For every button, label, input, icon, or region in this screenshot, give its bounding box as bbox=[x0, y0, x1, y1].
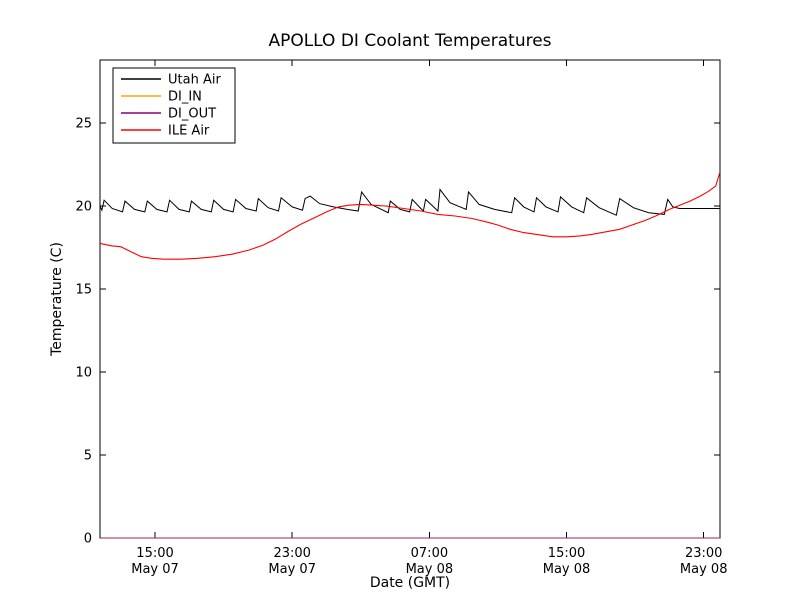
x-tick-label-date: May 08 bbox=[543, 562, 591, 577]
x-tick-label-time: 23:00 bbox=[273, 546, 310, 561]
x-tick-label-time: 15:00 bbox=[136, 546, 173, 561]
y-tick-label: 10 bbox=[75, 366, 92, 381]
legend-label-di-out: DI_OUT bbox=[168, 107, 216, 122]
series-line-ile-air bbox=[99, 172, 721, 260]
x-tick-label-time: 23:00 bbox=[685, 546, 722, 561]
y-axis-label: Temperature (C) bbox=[49, 242, 65, 357]
axis-ticks bbox=[100, 60, 720, 539]
legend-box: Utah Air DI_IN DI_OUT ILE Air bbox=[112, 67, 236, 144]
legend-item: ILE Air bbox=[121, 124, 210, 139]
x-tick-label-date: May 08 bbox=[406, 562, 454, 577]
series-line-utah-air bbox=[99, 188, 720, 216]
y-tick-label: 20 bbox=[75, 200, 92, 215]
y-tick-label: 5 bbox=[84, 449, 92, 464]
x-tick-label-date: May 08 bbox=[680, 562, 728, 577]
legend-item: DI_IN bbox=[121, 90, 202, 105]
x-tick-label-time: 07:00 bbox=[411, 546, 448, 561]
legend-label-di-in: DI_IN bbox=[168, 90, 202, 105]
legend-label-ile-air: ILE Air bbox=[168, 124, 210, 139]
data-series bbox=[99, 172, 721, 539]
y-tick-label: 0 bbox=[84, 532, 92, 547]
legend-item: Utah Air bbox=[121, 73, 221, 88]
legend-label-utah-air: Utah Air bbox=[168, 73, 221, 88]
legend-item: DI_OUT bbox=[121, 107, 216, 122]
x-tick-label-time: 15:00 bbox=[548, 546, 585, 561]
y-tick-label: 15 bbox=[75, 283, 92, 298]
y-tick-label: 25 bbox=[75, 117, 92, 132]
x-axis-label: Date (GMT) bbox=[370, 575, 450, 591]
x-tick-label-date: May 07 bbox=[268, 562, 316, 577]
chart-title: APOLLO DI Coolant Temperatures bbox=[268, 31, 551, 51]
x-tick-label-date: May 07 bbox=[131, 562, 179, 577]
